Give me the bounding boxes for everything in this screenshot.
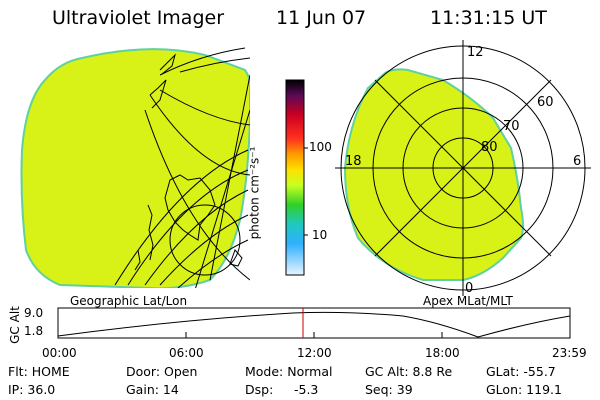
altitude-tick-label: 1.8 — [24, 324, 44, 338]
meridian-line — [195, 109, 250, 288]
meridian-line — [209, 74, 250, 281]
colorbar-unit-label: photon cm⁻²s⁻¹ — [247, 146, 262, 240]
great-circle-line — [179, 57, 250, 73]
mlt-label-0: 0 — [465, 281, 473, 296]
latitude-line — [127, 169, 249, 286]
colorbar-tick-label: 100 — [309, 140, 332, 154]
mode-status: Mode: Normal — [245, 364, 333, 379]
mlt-line — [374, 79, 552, 257]
polar-panel-label: Apex MLat/MLT — [423, 294, 513, 308]
meridian-line — [159, 89, 250, 126]
coastline — [229, 249, 243, 267]
geographic-panel-label: Geographic Lat/Lon — [70, 294, 188, 308]
time-tick-label: 12:00 — [297, 346, 332, 360]
mlat-label-80: 80 — [481, 140, 498, 155]
instrument-title: Ultraviolet Imager — [52, 7, 225, 29]
colorbar-gradient — [285, 79, 305, 276]
gc-alt-status: GC Alt: 8.8 Re — [365, 364, 453, 379]
time-tick-label: 06:00 — [169, 346, 204, 360]
coastline — [134, 53, 216, 271]
time-tick-label: 00:00 — [42, 346, 77, 360]
seq-status: Seq: 39 — [365, 382, 413, 397]
mlat-label-70: 70 — [503, 119, 520, 134]
meridian-line — [149, 94, 250, 176]
altitude-tick-label: 9.0 — [24, 306, 44, 320]
mlat-label-60: 60 — [537, 95, 554, 110]
dsp-value: -5.3 — [294, 382, 319, 397]
polar-image: 12 18 6 0 60 70 80 — [335, 40, 591, 296]
great-circle-line — [159, 47, 246, 76]
ip-status: IP: 36.0 — [8, 382, 56, 397]
latitude-line — [144, 189, 249, 286]
dsp-label: Dsp: — [245, 382, 274, 397]
flight-status: Flt: HOME — [8, 364, 70, 379]
altitude-timeline — [57, 307, 571, 339]
colorbar — [285, 79, 308, 276]
glat-status: GLat: -55.7 — [486, 364, 556, 379]
mlt-label-6: 6 — [573, 154, 581, 169]
latitude-line — [114, 149, 249, 286]
time-tick-label: 23:59 — [552, 346, 587, 360]
time-label: 11:31:15 UT — [430, 7, 547, 29]
latitude-line — [159, 214, 249, 286]
door-status: Door: Open — [126, 364, 198, 379]
mlt-label-18: 18 — [345, 154, 362, 169]
altitude-curve — [57, 311, 571, 338]
date-label: 11 Jun 07 — [276, 7, 367, 29]
altitude-axis-label: GC Alt — [7, 306, 22, 344]
geographic-image — [20, 47, 250, 288]
time-tick-label: 18:00 — [425, 346, 460, 360]
gain-status: Gain: 14 — [126, 382, 179, 397]
colorbar-tick-label: 10 — [312, 228, 328, 242]
mlt-label-12: 12 — [467, 45, 484, 60]
meridian-line — [144, 109, 250, 281]
glon-status: GLon: 119.1 — [486, 382, 562, 397]
pole-circle — [169, 204, 241, 276]
